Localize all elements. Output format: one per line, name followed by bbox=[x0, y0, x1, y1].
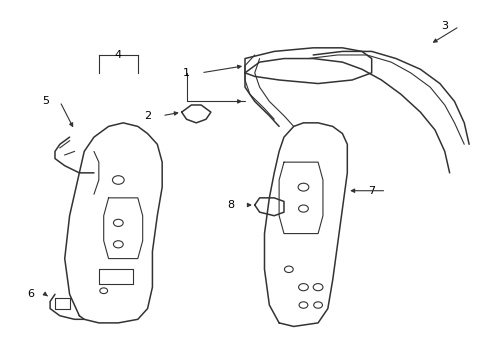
Text: 8: 8 bbox=[227, 200, 234, 210]
Text: 1: 1 bbox=[183, 68, 190, 78]
Text: 6: 6 bbox=[27, 289, 34, 299]
Text: 4: 4 bbox=[115, 50, 122, 60]
Text: 2: 2 bbox=[144, 111, 151, 121]
Text: 3: 3 bbox=[441, 21, 448, 31]
Text: 7: 7 bbox=[368, 186, 375, 196]
Text: 5: 5 bbox=[42, 96, 49, 107]
